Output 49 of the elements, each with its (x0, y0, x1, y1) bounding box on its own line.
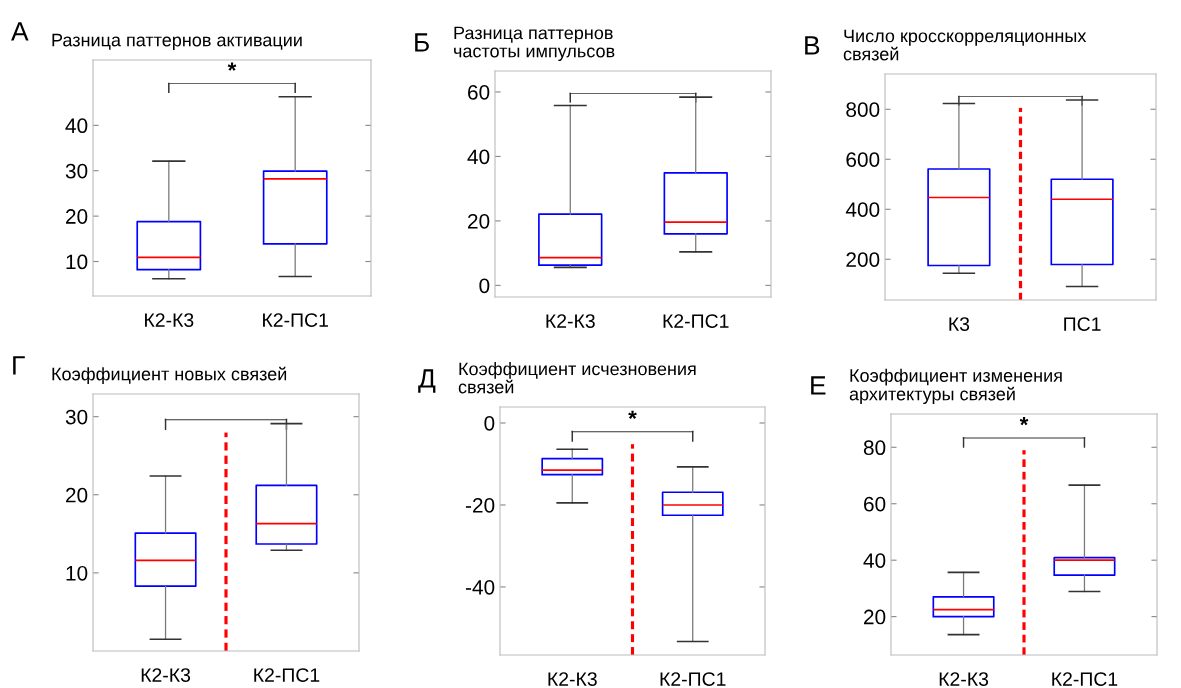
chart-title: Коэффициент изменения архитектуры связей (849, 368, 1062, 404)
x-tick-label: К2-К3 (141, 668, 191, 682)
y-tick-label: 80 (863, 440, 886, 456)
x-tick-label: ПС1 (1064, 317, 1101, 331)
y-tick-label: 20 (66, 209, 88, 224)
y-tick-label: 40 (863, 553, 886, 568)
y-tick-label: 30 (65, 409, 88, 425)
y-tick-label: 600 (846, 152, 880, 167)
x-tick-label: К2-ПС1 (1052, 672, 1118, 686)
y-tick-label: 800 (846, 102, 880, 117)
y-tick-label: 10 (66, 254, 88, 270)
chart-title: Разница паттернов активации (52, 33, 302, 50)
x-tick-label: К2-К3 (548, 672, 597, 686)
y-tick-label: -20 (465, 497, 495, 513)
x-tick-label: К2-ПС1 (660, 672, 726, 686)
x-tick-label: К2-ПС1 (263, 313, 328, 327)
text: В (805, 36, 820, 55)
x-tick-label: К2-К3 (546, 314, 595, 328)
text: Е (811, 376, 826, 395)
chart-title: Коэффициент исчезновения связей (458, 362, 696, 394)
text: Г (13, 356, 25, 375)
y-tick-label: 20 (468, 213, 490, 229)
chart-title: Коэффициент новых связей (52, 366, 287, 384)
x-tick-label: К2-К3 (939, 672, 989, 686)
annotation: * (227, 62, 237, 71)
text: Д (418, 369, 436, 393)
y-tick-label: 20 (66, 487, 88, 503)
chart-title: Число кросскорреляционных связей (843, 29, 1087, 61)
y-tick-label: -40 (465, 579, 495, 595)
annotation: * (1019, 417, 1029, 426)
y-tick-label: 200 (846, 252, 880, 267)
annotation: * (628, 410, 637, 419)
y-tick-label: 10 (66, 565, 88, 581)
y-tick-label: 400 (845, 202, 880, 217)
y-tick-label: 40 (65, 118, 88, 134)
y-tick-label: 60 (468, 84, 490, 100)
x-tick-label: К3 (949, 317, 970, 331)
x-tick-label: К2-ПС1 (254, 668, 320, 682)
y-tick-label: 0 (479, 278, 490, 294)
chart-title: Разница паттернов частоты импульсов (454, 26, 615, 61)
x-tick-label: К2-К3 (145, 313, 194, 327)
y-tick-label: 30 (65, 163, 88, 179)
y-tick-label: 40 (467, 149, 490, 165)
x-tick-label: К2-ПС1 (663, 314, 729, 328)
y-tick-label: 60 (864, 496, 886, 512)
y-tick-label: 20 (864, 609, 886, 625)
y-tick-label: 0 (484, 415, 495, 431)
text: А (11, 22, 29, 41)
text: Б (415, 33, 429, 52)
